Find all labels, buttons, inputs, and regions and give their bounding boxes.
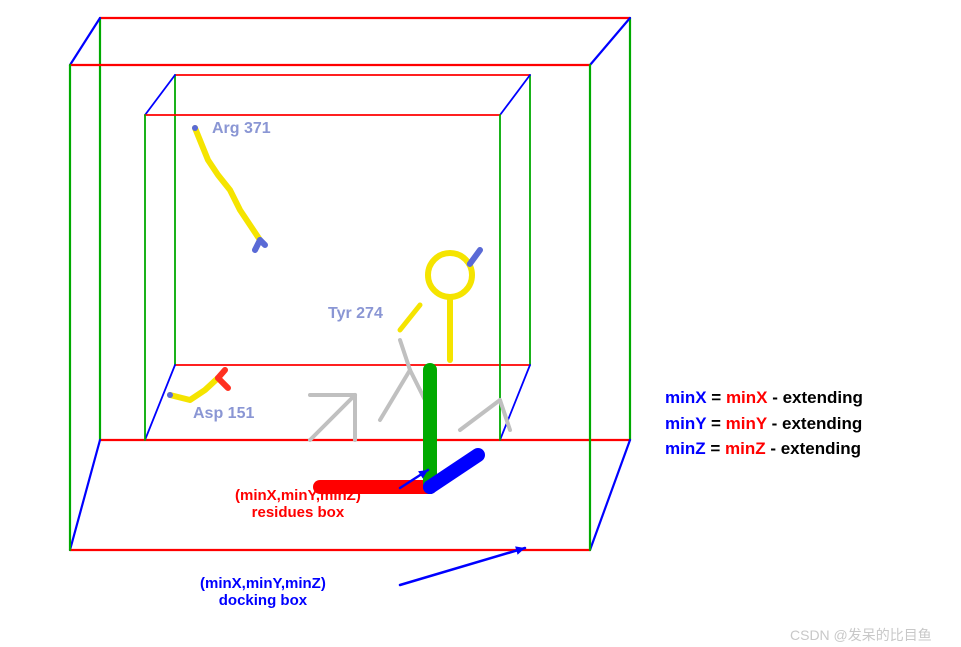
label-arg371: Arg 371 [212,120,271,138]
label-tyr274: Tyr 274 [328,305,383,323]
diagram-svg [0,0,961,647]
caption-residues-line1: (minX,minY,minZ) [235,487,361,504]
caption-docking-line2: docking box [200,592,326,609]
label-asp151: Asp 151 [193,405,254,423]
caption-residues-box: (minX,minY,minZ) residues box [235,487,361,521]
caption-docking-box: (minX,minY,minZ) docking box [200,575,326,609]
caption-residues-line2: residues box [235,504,361,521]
watermark-text: CSDN @发呆的比目鱼 [790,625,932,645]
caption-docking-line1: (minX,minY,minZ) [200,575,326,592]
equations-block: minX = minX - extendingminY = minY - ext… [665,385,863,462]
